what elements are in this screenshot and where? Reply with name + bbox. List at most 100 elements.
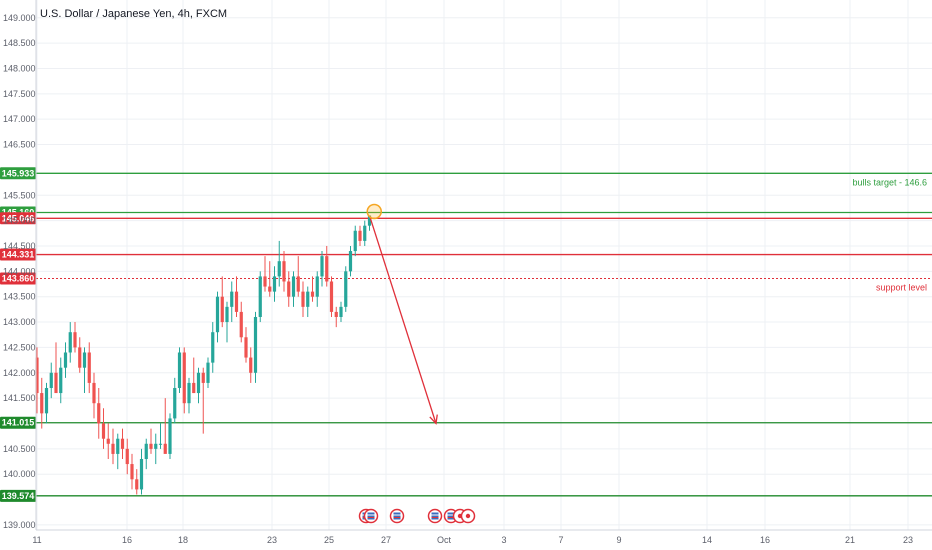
x-tick-label: 11 bbox=[32, 535, 41, 545]
candle-body bbox=[348, 251, 353, 272]
candle-body bbox=[310, 291, 315, 297]
marker-circle bbox=[366, 203, 382, 220]
candle-body bbox=[253, 316, 258, 373]
jp-flag-dot bbox=[465, 513, 471, 519]
x-tick-label: Oct bbox=[437, 535, 452, 545]
candle-body bbox=[329, 281, 334, 312]
y-axis[interactable]: 149.000 148.500 148.000 147.500 147.000 146.5… bbox=[3, 0, 37, 530]
candle-body bbox=[334, 311, 338, 317]
annotations bbox=[366, 203, 438, 425]
x-tick-label: 16 bbox=[122, 535, 132, 545]
candle-body bbox=[287, 281, 291, 297]
candle-body bbox=[196, 372, 201, 394]
jp-flag-event-icon bbox=[460, 508, 476, 524]
candle-body bbox=[40, 393, 44, 414]
candle-body bbox=[116, 438, 120, 454]
candle-body bbox=[211, 332, 215, 363]
candle-body bbox=[363, 225, 367, 241]
y-tick-label: 141.500 bbox=[3, 393, 36, 403]
x-tick-label: 3 bbox=[501, 535, 506, 545]
candle-body bbox=[249, 357, 253, 373]
candle-body bbox=[87, 352, 91, 383]
x-tick-label: 23 bbox=[903, 535, 913, 545]
us-flag-field bbox=[367, 512, 375, 520]
candle-body bbox=[182, 352, 186, 404]
us-flag-field bbox=[447, 512, 455, 520]
candle-body bbox=[163, 443, 167, 454]
price-label: 141.015 bbox=[2, 418, 35, 428]
candle-body bbox=[192, 382, 196, 394]
candle-body bbox=[234, 291, 239, 312]
x-tick-label: 16 bbox=[760, 535, 770, 545]
candle-body bbox=[268, 286, 272, 292]
y-tick-label: 147.500 bbox=[3, 89, 36, 99]
candle-body bbox=[173, 387, 177, 419]
candle-body bbox=[325, 256, 329, 282]
candle-body bbox=[272, 276, 277, 292]
candle-body bbox=[168, 418, 172, 454]
candle-body bbox=[130, 464, 134, 480]
chart-title: U.S. Dollar / Japanese Yen, 4h, FXCM bbox=[40, 8, 227, 20]
x-tick-label: 23 bbox=[267, 535, 277, 545]
candle-body bbox=[139, 458, 144, 490]
y-tick-label: 147.000 bbox=[3, 114, 36, 124]
candle-body bbox=[263, 276, 267, 287]
candle-body bbox=[353, 230, 357, 252]
price-label-box bbox=[0, 489, 36, 502]
candle-body bbox=[59, 367, 63, 394]
y-tick-label: 146.500 bbox=[3, 140, 36, 150]
x-tick-label: 9 bbox=[616, 535, 621, 545]
price-label-box bbox=[0, 272, 36, 285]
price-label: 145.933 bbox=[2, 168, 35, 178]
price-label: 139.574 bbox=[2, 491, 35, 501]
candle-body bbox=[367, 215, 372, 226]
us-flag-field bbox=[431, 512, 439, 520]
candle-body bbox=[258, 276, 262, 317]
y-tick-label: 143.000 bbox=[3, 317, 36, 327]
candle-body bbox=[120, 438, 125, 449]
candle-body bbox=[106, 438, 110, 444]
price-label-box bbox=[0, 248, 36, 261]
candle-body bbox=[277, 261, 281, 277]
y-tick-label: 144.000 bbox=[3, 266, 36, 276]
y-tick-label: 143.500 bbox=[3, 292, 36, 302]
x-axis[interactable]: 11 16 18 23 25 27 Oct 3 7 9 14 16 21 23 bbox=[32, 529, 932, 545]
economic-events[interactable] bbox=[358, 508, 476, 524]
y-tick-label: 148.000 bbox=[3, 63, 36, 73]
candle-body bbox=[306, 291, 310, 307]
candle-body bbox=[101, 423, 106, 439]
forecast-arrow-head bbox=[429, 414, 438, 425]
candle-body bbox=[144, 443, 148, 459]
candle-body bbox=[35, 357, 39, 394]
candle-body bbox=[315, 276, 319, 297]
candles bbox=[35, 215, 372, 495]
candle-body bbox=[320, 256, 324, 277]
price-line-annotation: bulls target - 146.6 bbox=[852, 177, 927, 187]
candle-body bbox=[92, 382, 96, 404]
candle-body bbox=[125, 448, 129, 465]
x-tick-label: 7 bbox=[558, 535, 563, 545]
y-tick-label: 142.000 bbox=[3, 368, 36, 378]
candle-body bbox=[82, 352, 87, 368]
candle-body bbox=[282, 261, 286, 282]
price-label-box bbox=[0, 416, 36, 429]
price-line-annotation: support level bbox=[876, 282, 927, 292]
candle-body bbox=[68, 332, 72, 353]
candle-body bbox=[339, 306, 343, 317]
us-flag-event-icon bbox=[427, 508, 443, 524]
us-flag-field bbox=[393, 512, 401, 520]
y-tick-label: 139.000 bbox=[3, 520, 36, 530]
y-tick-label: 145.000 bbox=[3, 216, 36, 226]
x-tick-label: 21 bbox=[845, 535, 855, 545]
y-tick-label: 140.500 bbox=[3, 444, 36, 454]
y-tick-label: 145.500 bbox=[3, 190, 36, 200]
price-label: 143.860 bbox=[2, 273, 35, 283]
us-flag-event-icon bbox=[363, 508, 379, 524]
price-label: 144.331 bbox=[2, 250, 35, 260]
candle-body bbox=[239, 311, 243, 338]
forecast-arrow bbox=[368, 215, 437, 424]
candle-body bbox=[220, 296, 224, 323]
candle-body bbox=[291, 276, 296, 297]
